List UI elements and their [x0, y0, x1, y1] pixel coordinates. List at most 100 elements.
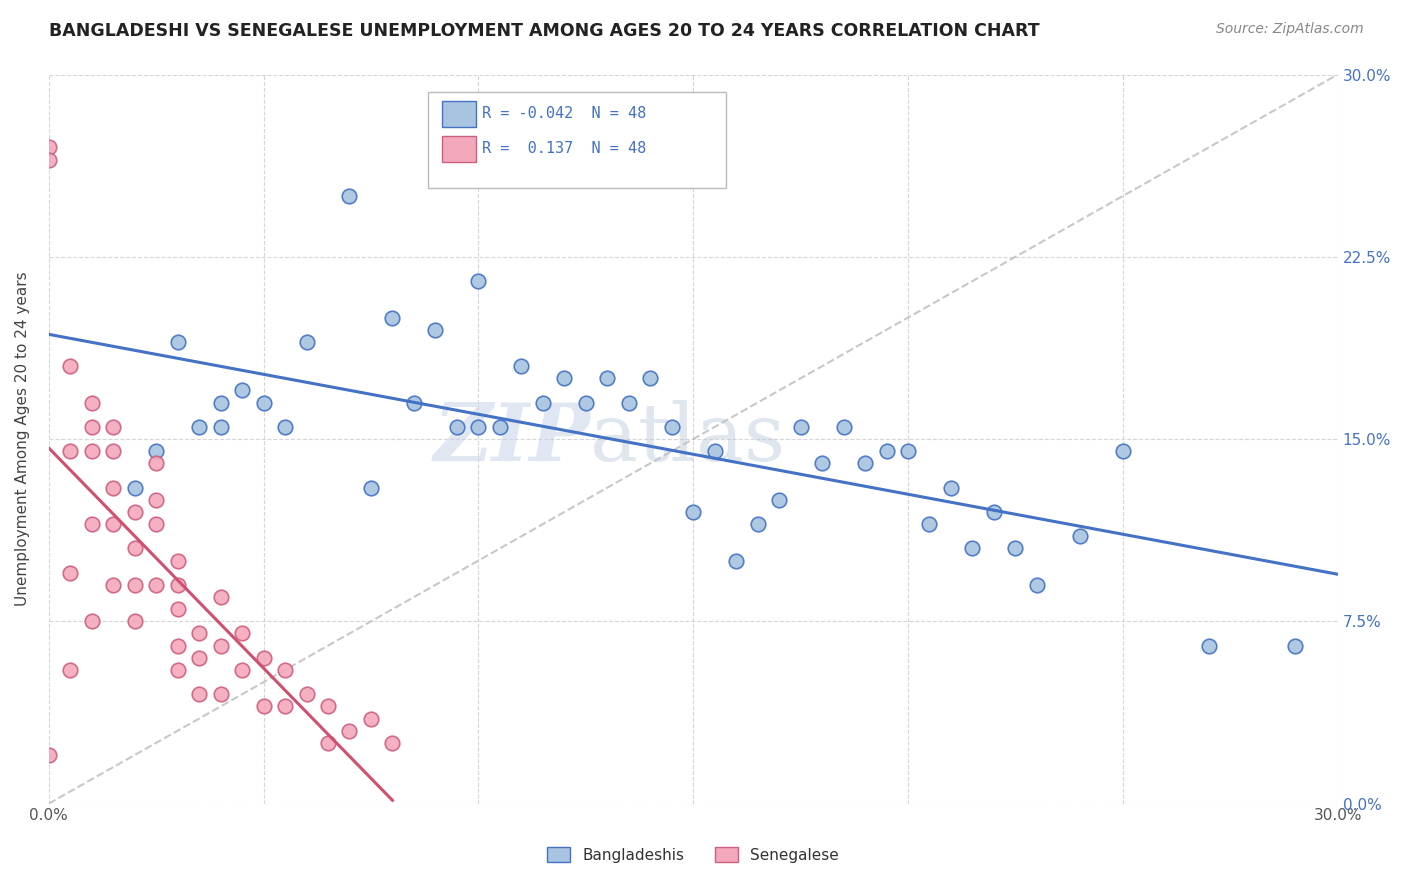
- Point: [103, 444, 125, 458]
- Point: [80, 517, 103, 532]
- Point: [145, 456, 167, 470]
- Point: [80, 395, 103, 409]
- Point: [402, 395, 425, 409]
- Point: [209, 639, 232, 653]
- Point: [59, 566, 82, 580]
- Point: [510, 359, 533, 373]
- Point: [124, 578, 146, 592]
- Point: [80, 615, 103, 629]
- Point: [145, 578, 167, 592]
- Point: [166, 602, 188, 616]
- Point: [939, 481, 962, 495]
- Point: [59, 359, 82, 373]
- Point: [124, 615, 146, 629]
- Point: [1025, 578, 1047, 592]
- Point: [918, 517, 941, 532]
- Point: [425, 323, 447, 337]
- Point: [274, 420, 297, 434]
- Point: [1198, 639, 1220, 653]
- Point: [360, 712, 382, 726]
- Point: [596, 371, 619, 385]
- Point: [38, 747, 60, 762]
- Point: [811, 456, 834, 470]
- Point: [316, 736, 339, 750]
- Point: [166, 553, 188, 567]
- Point: [145, 517, 167, 532]
- Point: [725, 553, 748, 567]
- Point: [209, 687, 232, 701]
- Point: [166, 639, 188, 653]
- Point: [339, 723, 361, 738]
- Point: [1069, 529, 1091, 543]
- Point: [209, 420, 232, 434]
- Point: [124, 541, 146, 556]
- Legend: Bangladeshis, Senegalese: Bangladeshis, Senegalese: [541, 840, 845, 869]
- Point: [188, 626, 211, 640]
- Point: [231, 663, 253, 677]
- Point: [145, 444, 167, 458]
- Point: [188, 687, 211, 701]
- Point: [295, 687, 318, 701]
- Text: R =  0.137  N = 48: R = 0.137 N = 48: [482, 142, 647, 156]
- Point: [1112, 444, 1135, 458]
- Point: [553, 371, 575, 385]
- Point: [617, 395, 640, 409]
- Point: [124, 481, 146, 495]
- Point: [360, 481, 382, 495]
- Point: [316, 699, 339, 714]
- Point: [274, 663, 297, 677]
- Point: [832, 420, 855, 434]
- Point: [897, 444, 920, 458]
- Point: [38, 140, 60, 154]
- Point: [166, 663, 188, 677]
- Point: [531, 395, 554, 409]
- Point: [38, 153, 60, 167]
- Point: [983, 505, 1005, 519]
- Point: [876, 444, 898, 458]
- Point: [188, 420, 211, 434]
- Point: [231, 384, 253, 398]
- Point: [209, 395, 232, 409]
- Point: [103, 517, 125, 532]
- Point: [252, 699, 274, 714]
- Point: [80, 444, 103, 458]
- Point: [339, 189, 361, 203]
- Point: [103, 481, 125, 495]
- Point: [252, 395, 274, 409]
- Point: [489, 420, 512, 434]
- Point: [661, 420, 683, 434]
- Point: [575, 395, 598, 409]
- Point: [1004, 541, 1026, 556]
- Text: BANGLADESHI VS SENEGALESE UNEMPLOYMENT AMONG AGES 20 TO 24 YEARS CORRELATION CHA: BANGLADESHI VS SENEGALESE UNEMPLOYMENT A…: [49, 22, 1040, 40]
- Point: [381, 736, 404, 750]
- Point: [381, 310, 404, 325]
- Point: [467, 274, 489, 288]
- Point: [295, 334, 318, 349]
- Point: [145, 492, 167, 507]
- Point: [747, 517, 769, 532]
- Text: atlas: atlas: [591, 401, 785, 478]
- Point: [188, 650, 211, 665]
- Point: [274, 699, 297, 714]
- Point: [1284, 639, 1306, 653]
- Point: [446, 420, 468, 434]
- Point: [231, 626, 253, 640]
- Point: [789, 420, 811, 434]
- Point: [467, 420, 489, 434]
- Point: [209, 590, 232, 604]
- Point: [962, 541, 984, 556]
- Point: [59, 663, 82, 677]
- Point: [853, 456, 876, 470]
- Point: [768, 492, 790, 507]
- Point: [166, 334, 188, 349]
- Point: [80, 420, 103, 434]
- Point: [166, 578, 188, 592]
- Point: [703, 444, 725, 458]
- Point: [59, 444, 82, 458]
- Text: Source: ZipAtlas.com: Source: ZipAtlas.com: [1216, 22, 1364, 37]
- Text: ZIP: ZIP: [433, 401, 591, 478]
- Text: R = -0.042  N = 48: R = -0.042 N = 48: [482, 106, 647, 121]
- Point: [103, 578, 125, 592]
- Point: [252, 650, 274, 665]
- Point: [638, 371, 661, 385]
